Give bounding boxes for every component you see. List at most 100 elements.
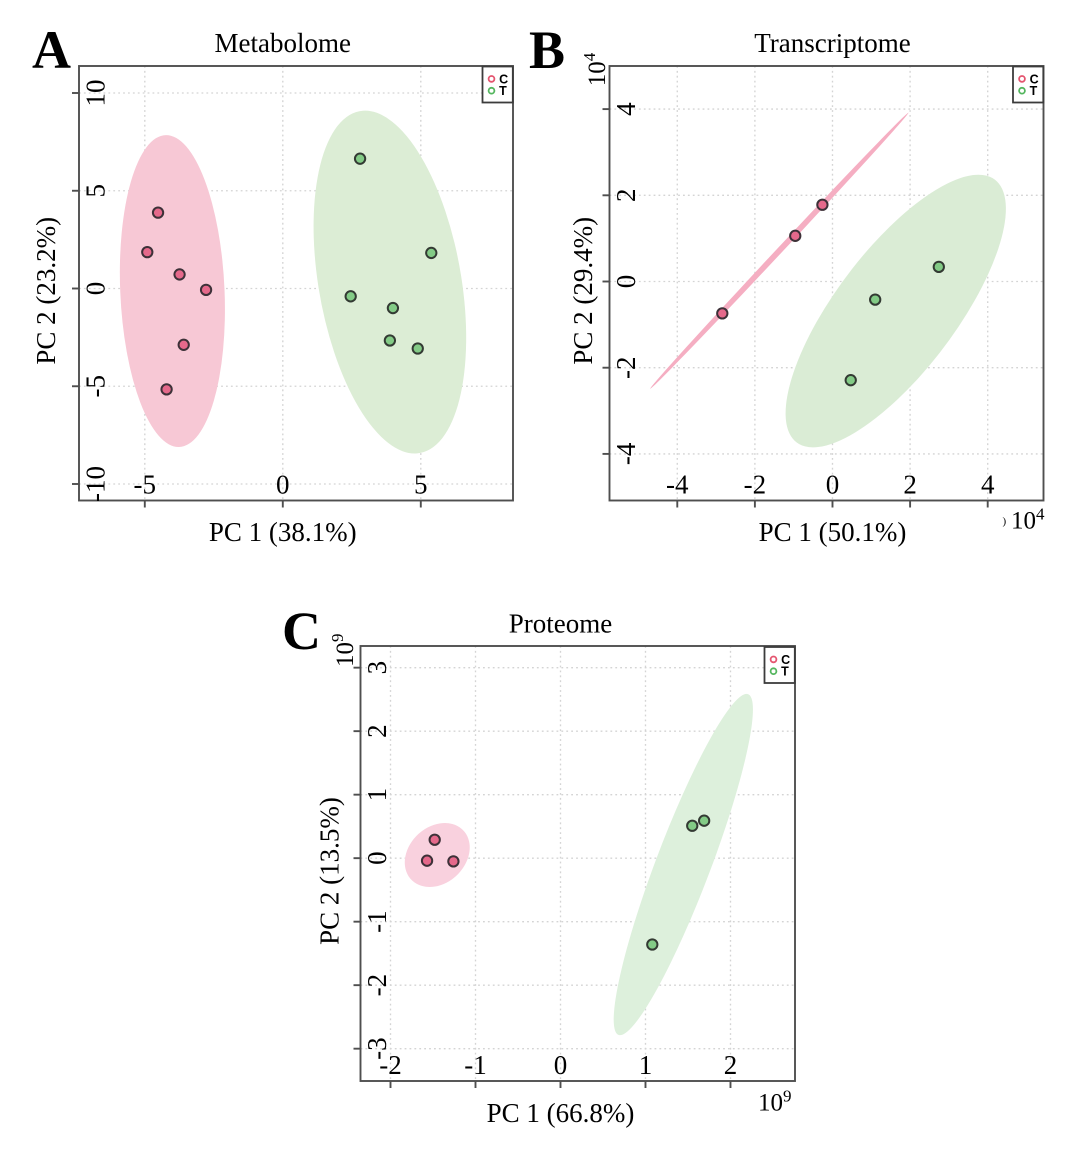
data-point-T bbox=[386, 301, 400, 315]
data-point-T bbox=[697, 814, 711, 827]
data-point-C bbox=[447, 855, 460, 868]
y-tick-label: 1 bbox=[362, 788, 392, 802]
axes-frame bbox=[608, 65, 1045, 502]
x-axis-exponent: 109 bbox=[758, 1087, 792, 1117]
x-tick-label: -2 bbox=[379, 1050, 402, 1080]
x-tick-label: -1 bbox=[464, 1050, 487, 1080]
y-tick-label: 10 bbox=[80, 79, 110, 106]
x-tick-label: 1 bbox=[639, 1050, 653, 1080]
x-tick-label: 2 bbox=[903, 469, 917, 499]
data-point-C bbox=[151, 206, 165, 219]
legend-marker-C bbox=[1018, 75, 1026, 83]
legend-label-T: T bbox=[499, 84, 507, 98]
data-point-C bbox=[420, 854, 434, 867]
data-point-C bbox=[816, 198, 829, 211]
data-point-T bbox=[686, 819, 699, 832]
y-tick-label: 2 bbox=[362, 724, 392, 738]
x-tick-label: -4 bbox=[666, 469, 689, 499]
x-tick-label: 0 bbox=[554, 1050, 568, 1080]
y-axis-label: PC 2 (29.4%) bbox=[568, 217, 598, 365]
x-tick-label: 5 bbox=[414, 469, 428, 499]
y-tick-label: -3 bbox=[362, 1037, 392, 1060]
x-tick-label: 0 bbox=[276, 469, 290, 499]
data-point-T bbox=[646, 938, 659, 951]
x-tick-label: 0 bbox=[826, 469, 840, 499]
x-tick-label: 4 bbox=[981, 469, 995, 499]
data-point-T bbox=[844, 374, 857, 387]
x-tick-label: 2 bbox=[724, 1050, 738, 1080]
gridlines bbox=[360, 646, 795, 1081]
panel-letter: C bbox=[282, 601, 321, 661]
y-tick-label: -2 bbox=[362, 974, 392, 997]
legend-box bbox=[763, 646, 796, 684]
y-tick-label: 0 bbox=[80, 282, 110, 296]
y-axis-exponent: 109 bbox=[328, 633, 359, 667]
y-tick-label: -1 bbox=[362, 910, 392, 933]
data-point-C bbox=[716, 307, 729, 320]
data-point-C bbox=[428, 833, 441, 846]
legend-label-C: C bbox=[499, 72, 508, 86]
data-point-T bbox=[383, 334, 397, 347]
x-tick-label: -2 bbox=[744, 469, 767, 499]
legend-marker-T bbox=[769, 667, 778, 675]
legend-label-C: C bbox=[781, 653, 790, 667]
legend: CT bbox=[1012, 65, 1045, 104]
panel-letter: B bbox=[529, 20, 565, 80]
data-point-C bbox=[173, 268, 186, 281]
x-axis-exponent: 104 bbox=[1011, 505, 1045, 535]
confidence-ellipse-C bbox=[404, 822, 470, 887]
plot-area bbox=[79, 66, 513, 501]
confidence-ellipse-T bbox=[313, 110, 467, 454]
data-point-C bbox=[199, 283, 213, 297]
y-tick-label: 3 bbox=[362, 661, 392, 675]
tick-marks bbox=[72, 92, 422, 508]
y-tick-label: 0 bbox=[362, 851, 392, 865]
x-axis-label: PC 1 (66.8%) bbox=[487, 1098, 635, 1128]
y-tick-label: 4 bbox=[611, 102, 641, 116]
y-axis-label: PC 2 (23.2%) bbox=[31, 217, 61, 365]
legend-marker-C bbox=[487, 75, 496, 83]
data-point-C bbox=[141, 245, 154, 259]
y-tick-label: -10 bbox=[80, 466, 110, 502]
confidence-ellipse-C bbox=[650, 112, 909, 389]
plot-area bbox=[360, 646, 795, 1081]
data-point-C bbox=[177, 338, 190, 351]
legend-label-T: T bbox=[1030, 84, 1038, 98]
legend-marker-T bbox=[487, 86, 496, 95]
legend-marker-C bbox=[769, 655, 778, 664]
legend-box bbox=[1012, 65, 1045, 104]
confidence-ellipse-C bbox=[119, 135, 225, 447]
panel-B: -4 -2 0 2 4 -4 -2 0 2 4 Transcriptome PC 1 (50.1%) P… bbox=[529, 20, 1045, 547]
y-tick-label: 0 bbox=[611, 275, 641, 289]
y-tick-label: -4 bbox=[611, 442, 641, 465]
tick-marks bbox=[353, 666, 732, 1088]
panel-title: Proteome bbox=[509, 609, 612, 639]
y-tick-label: -2 bbox=[611, 356, 641, 379]
x-exponent-prefix-mark: ) bbox=[1003, 516, 1007, 528]
data-point-T bbox=[932, 260, 945, 274]
confidence-ellipse-T bbox=[613, 693, 753, 1036]
y-tick-label: -5 bbox=[80, 375, 110, 398]
y-axis-exponent: 104 bbox=[580, 52, 611, 86]
data-point-C bbox=[160, 383, 173, 396]
x-tick-label: -5 bbox=[134, 469, 157, 499]
panel-letter: A bbox=[32, 20, 71, 80]
legend-box bbox=[481, 65, 514, 104]
x-axis-label: PC 1 (38.1%) bbox=[209, 517, 357, 547]
axes-frame bbox=[78, 65, 514, 502]
data-point-C bbox=[789, 229, 802, 242]
y-axis-label: PC 2 (13.5%) bbox=[315, 797, 345, 945]
data-point-T bbox=[411, 342, 424, 355]
panel-title: Metabolome bbox=[215, 28, 351, 58]
plot-area bbox=[609, 66, 1044, 501]
tick-marks bbox=[602, 108, 989, 508]
legend-label-C: C bbox=[1030, 72, 1039, 86]
axes-frame bbox=[359, 645, 796, 1082]
data-point-T bbox=[869, 293, 882, 306]
data-point-T bbox=[353, 152, 367, 165]
panel-title: Transcriptome bbox=[754, 28, 911, 58]
data-point-T bbox=[344, 290, 357, 303]
